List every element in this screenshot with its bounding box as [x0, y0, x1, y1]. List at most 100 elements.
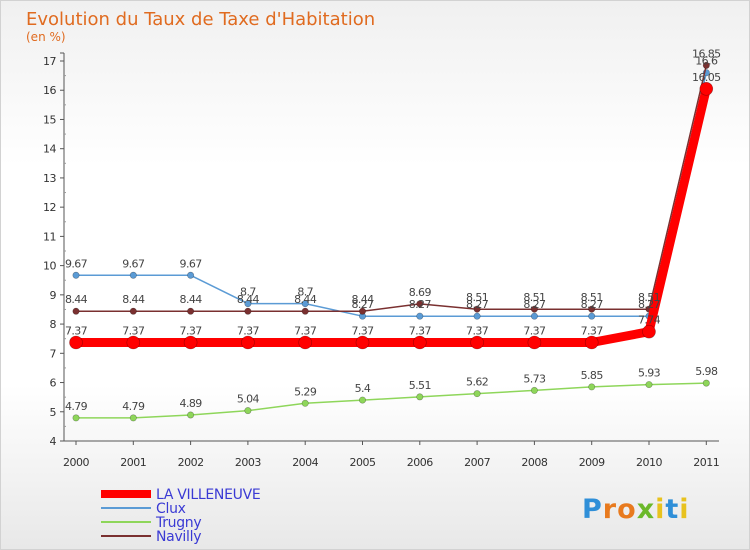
- series-point-0: [470, 335, 484, 350]
- x-tick-label: 2004: [292, 456, 318, 469]
- y-tick-label: 17: [43, 55, 56, 68]
- series-point-2: [301, 399, 309, 407]
- x-tick-label: 2005: [350, 456, 376, 469]
- data-label: 7.37: [351, 324, 374, 337]
- x-tick-label: 2002: [178, 456, 204, 469]
- series-point-0: [412, 335, 427, 350]
- y-tick-label: 10: [43, 260, 56, 273]
- y-tick-label: 13: [43, 172, 56, 185]
- data-label: 4.79: [65, 400, 88, 413]
- data-label: 5.93: [638, 367, 661, 380]
- chart-subtitle: (en %): [26, 30, 66, 44]
- data-label: 8.27: [351, 298, 374, 311]
- x-tick-label: 2009: [579, 456, 605, 469]
- data-label: 8.51: [581, 291, 603, 304]
- data-label: 8.69: [409, 286, 432, 299]
- x-tick-label: 2007: [464, 456, 490, 469]
- series-point-3: [301, 307, 309, 315]
- y-tick-label: 8: [50, 318, 57, 331]
- data-label: 5.29: [294, 385, 317, 398]
- data-label: 8.27: [581, 298, 604, 311]
- data-label: 8.44: [237, 293, 260, 306]
- x-tick-label: 2008: [521, 456, 547, 469]
- series-point-2: [187, 411, 195, 419]
- data-label: 16.6: [695, 55, 718, 68]
- data-label: 16.05: [692, 71, 721, 84]
- data-label: 5.73: [523, 372, 546, 385]
- data-label: 16.85: [692, 47, 721, 60]
- legend-label: Clux: [156, 501, 186, 517]
- y-tick-label: 12: [43, 201, 56, 214]
- data-label: 7.37: [237, 324, 260, 337]
- series-point-3: [129, 307, 137, 315]
- series-point-3: [702, 61, 710, 69]
- y-tick-label: 9: [50, 289, 57, 302]
- series-point-1: [416, 312, 424, 320]
- series-line-2: [76, 382, 707, 419]
- series-point-3: [473, 305, 481, 313]
- data-label: 8.51: [523, 291, 545, 304]
- logo-letter: o: [617, 494, 637, 525]
- data-label: 5.62: [466, 376, 488, 389]
- data-label: 8.27: [638, 298, 661, 311]
- series-point-3: [588, 305, 596, 313]
- data-label: 5.98: [695, 365, 718, 378]
- data-label: 7.37: [581, 324, 604, 337]
- series-point-2: [702, 379, 710, 387]
- series-layer: [69, 61, 714, 422]
- series-point-2: [416, 393, 424, 401]
- y-tick-label: 15: [43, 113, 56, 126]
- series-point-3: [530, 305, 538, 313]
- data-labels: 4.79 4.79 4.89 5.04 5.29 5.4 5.51 5.62 5.73 5.85 5…: [65, 47, 722, 413]
- series-line-1: [76, 72, 708, 317]
- logo-letter: P: [582, 494, 603, 525]
- y-tick-label: 6: [50, 377, 57, 390]
- data-label: 7.37: [409, 324, 432, 337]
- y-tick-label: 16: [43, 84, 56, 97]
- logo-letter: i: [679, 494, 689, 525]
- series-point-2: [530, 386, 538, 394]
- data-label: 8.44: [180, 293, 203, 306]
- series-point-1: [187, 271, 195, 279]
- data-label: 9.67: [180, 257, 203, 270]
- data-label: 5.51: [409, 379, 431, 392]
- chart-title: Evolution du Taux de Taxe d'Habitation: [26, 9, 375, 30]
- y-tick-label: 14: [43, 143, 56, 156]
- series-line-3: [76, 65, 708, 312]
- data-label: 5.4: [355, 382, 371, 395]
- logo-letter: r: [603, 494, 617, 525]
- data-label: 8.7: [297, 286, 313, 299]
- series-point-1: [244, 300, 252, 308]
- data-label: 8.44: [351, 293, 374, 306]
- legend-label: Navilly: [156, 529, 201, 545]
- logo-letter: x: [637, 494, 655, 525]
- proxiti-logo: Proxiti: [582, 494, 690, 525]
- series-point-3: [187, 307, 195, 315]
- series-point-1: [588, 312, 596, 320]
- x-tick-label: 2003: [235, 456, 261, 469]
- series-point-0: [527, 335, 542, 350]
- data-label: 4.79: [122, 400, 145, 413]
- data-label: 4.89: [180, 397, 203, 410]
- series-point-0: [584, 335, 599, 350]
- x-tick-label: 2006: [407, 456, 433, 469]
- series-point-0: [126, 335, 141, 350]
- data-label: 8.7: [240, 286, 256, 299]
- data-label: 7.74: [638, 314, 661, 327]
- data-label: 7.37: [294, 324, 317, 337]
- series-point-1: [301, 300, 309, 308]
- series-point-2: [129, 414, 137, 422]
- y-tick-label: 11: [43, 230, 56, 243]
- x-tick-label: 2000: [63, 456, 89, 469]
- series-point-3: [72, 307, 80, 315]
- y-tick-label: 5: [50, 406, 57, 419]
- series-point-2: [645, 381, 653, 389]
- series-point-3: [244, 307, 252, 315]
- series-point-2: [72, 414, 80, 422]
- data-label: 8.51: [466, 291, 488, 304]
- data-label: 8.27: [409, 298, 432, 311]
- data-label: 5.04: [237, 393, 260, 406]
- series-point-2: [244, 407, 252, 415]
- x-tick-label: 2010: [636, 456, 662, 469]
